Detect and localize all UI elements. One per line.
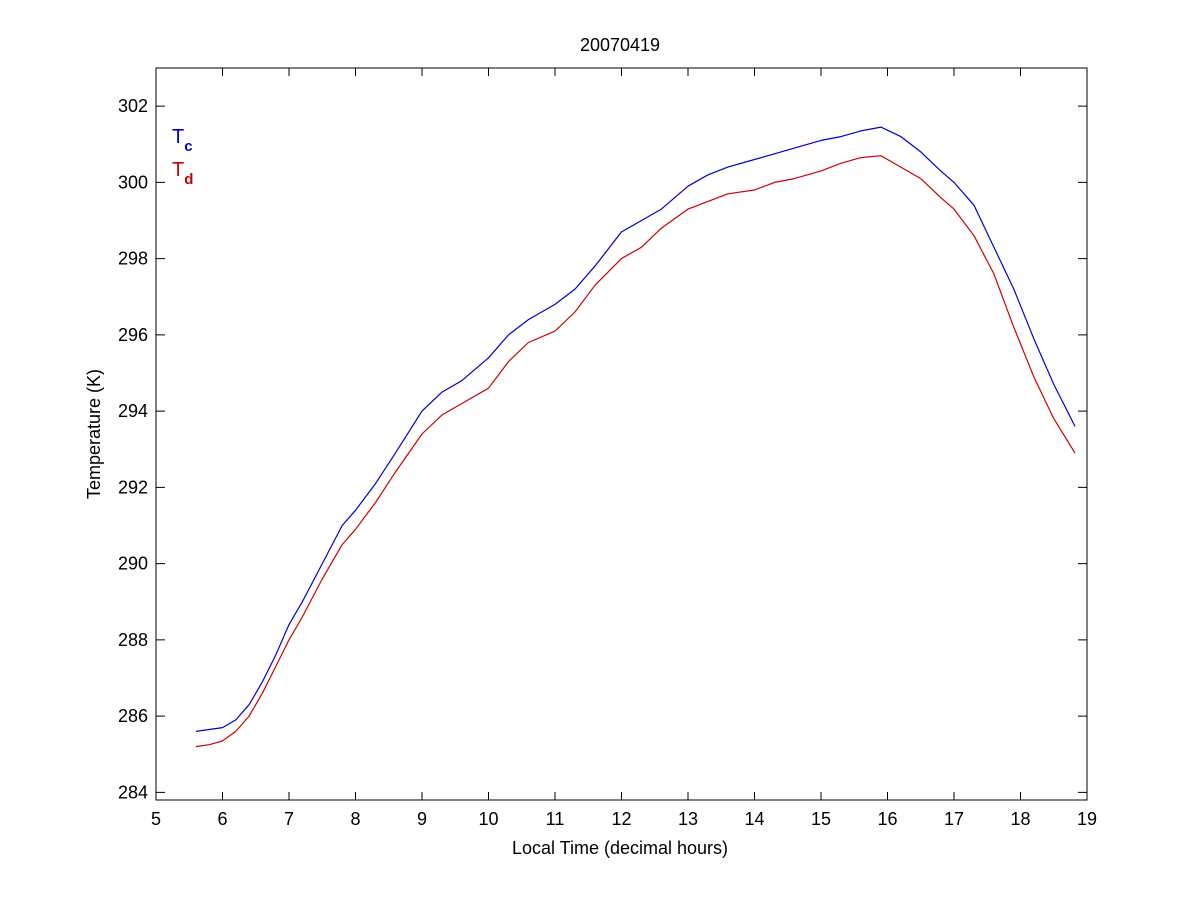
y-tick-label: 284 <box>118 782 148 802</box>
y-axis-title: Temperature (K) <box>84 369 104 499</box>
x-tick-label: 6 <box>217 809 227 829</box>
x-tick-label: 15 <box>811 809 831 829</box>
y-tick-label: 292 <box>118 477 148 497</box>
x-tick-label: 17 <box>944 809 964 829</box>
y-tick-label: 298 <box>118 249 148 269</box>
y-axis: 284 286 288 290 292 294 296 298 300 302 <box>118 96 1087 802</box>
x-tick-label: 16 <box>877 809 897 829</box>
y-tick-label: 286 <box>118 706 148 726</box>
x-tick-label: 5 <box>151 809 161 829</box>
series-layer <box>195 126 1076 748</box>
y-tick-label: 288 <box>118 630 148 650</box>
x-tick-label: 11 <box>546 809 565 829</box>
y-tick-label: 302 <box>118 96 148 116</box>
x-tick-label: 13 <box>678 809 698 829</box>
x-axis: 5 6 7 8 9 10 11 12 13 14 15 16 17 18 19 <box>151 68 1097 829</box>
x-tick-label: 12 <box>611 809 631 829</box>
x-tick-label: 18 <box>1010 809 1030 829</box>
x-tick-label: 10 <box>478 809 498 829</box>
x-tick-label: 7 <box>284 809 294 829</box>
y-tick-label: 296 <box>118 325 148 345</box>
series-line-t-d <box>195 155 1076 748</box>
x-tick-label: 14 <box>744 809 764 829</box>
y-tick-label: 300 <box>118 172 148 192</box>
legend: Tc Td <box>172 126 193 188</box>
x-tick-label: 9 <box>417 809 427 829</box>
chart-title: 20070419 <box>580 35 660 55</box>
legend-entry-t-d: Td <box>172 159 193 188</box>
legend-entry-t-c: Tc <box>172 126 193 155</box>
plot-area <box>155 67 1088 801</box>
y-tick-label: 294 <box>118 401 148 421</box>
y-tick-label: 290 <box>118 554 148 574</box>
series-line-t-c <box>195 126 1076 732</box>
x-axis-title: Local Time (decimal hours) <box>512 838 728 858</box>
x-tick-label: 8 <box>350 809 360 829</box>
x-tick-label: 19 <box>1077 809 1097 829</box>
